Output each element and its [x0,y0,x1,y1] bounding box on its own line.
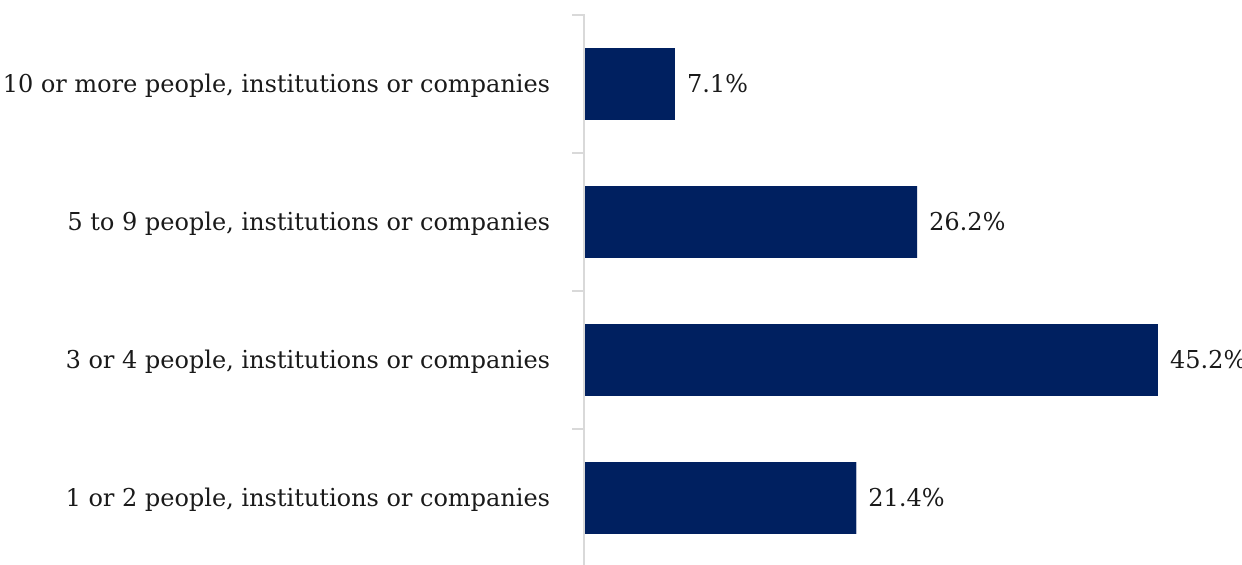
category-label: 3 or 4 people, institutions or companies [66,346,550,374]
bar [585,48,676,120]
category-label: 5 to 9 people, institutions or companies [67,208,550,236]
category-label: 1 or 2 people, institutions or companies [66,484,550,512]
bar [585,324,1158,396]
data-label: 7.1% [687,70,748,98]
bars [585,48,1158,534]
bar [585,462,857,534]
data-label: 26.2% [929,208,1005,236]
data-label: 45.2% [1170,346,1242,374]
bar [585,186,918,258]
axis [572,14,585,565]
labels: 10 or more people, institutions or compa… [3,70,1242,512]
category-label: 10 or more people, institutions or compa… [3,70,550,98]
data-label: 21.4% [868,484,944,512]
